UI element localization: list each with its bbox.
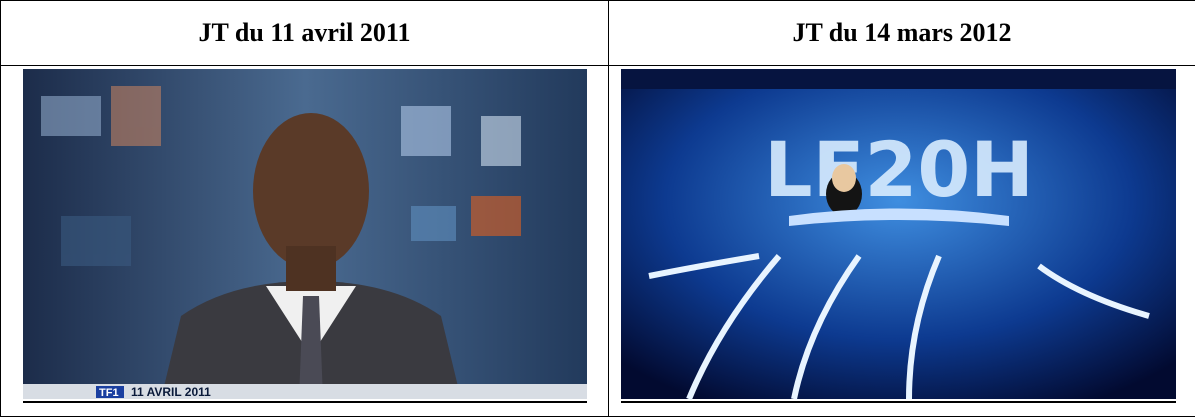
page: JT du 11 avril 2011 JT du 14 mars 2012	[0, 0, 1195, 417]
screenshot-2011: TF1 11 AVRIL 2011	[1, 66, 608, 416]
image-cell: TF1 11 AVRIL 2011	[1, 66, 609, 417]
comparison-table: JT du 11 avril 2011 JT du 14 mars 2012	[0, 0, 1195, 417]
studio-logo: LE20H	[764, 125, 1034, 214]
column-header: JT du 14 mars 2012	[609, 1, 1195, 66]
screenshot-2012: LE20H	[609, 66, 1195, 416]
image-cell: LE20H	[609, 66, 1195, 417]
logo: TF1	[99, 387, 119, 399]
caption: 11 AVRIL 2011	[131, 385, 211, 399]
column-header: JT du 11 avril 2011	[1, 1, 609, 66]
